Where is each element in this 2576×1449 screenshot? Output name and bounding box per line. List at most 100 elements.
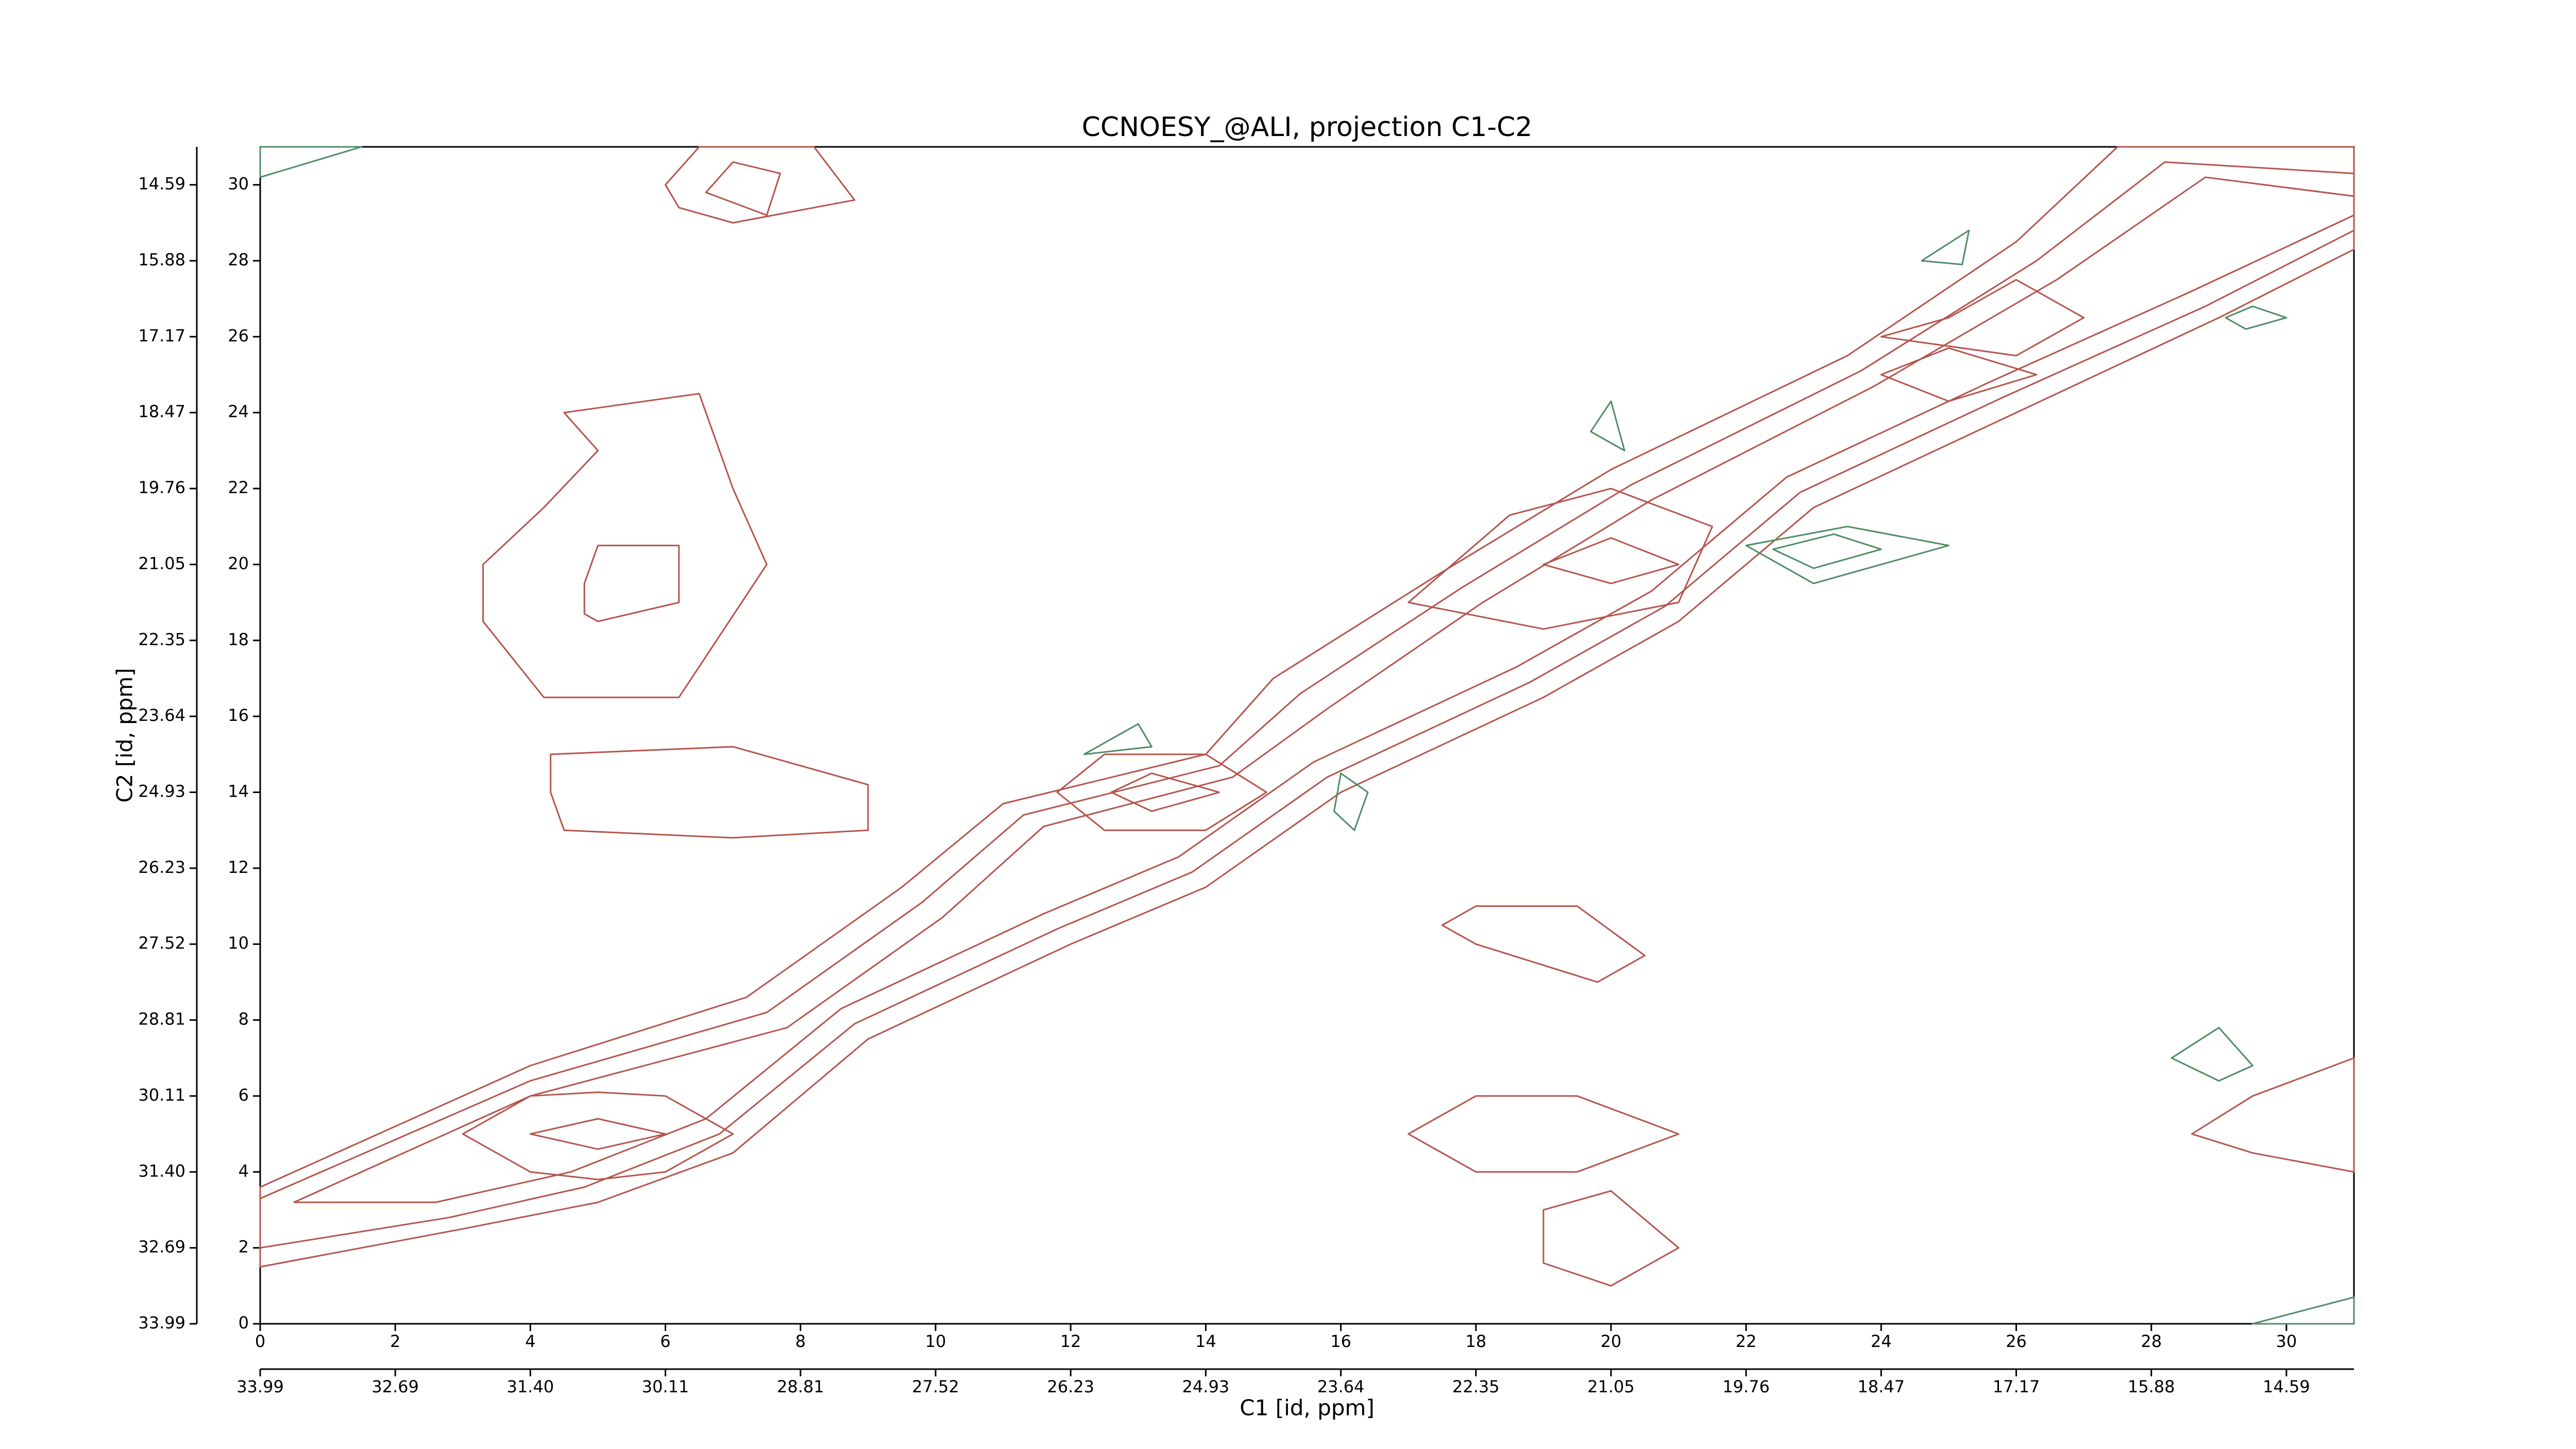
y-tick-label: 30 (228, 174, 249, 194)
x-tick-label: 14 (1195, 1332, 1216, 1351)
x-tick-label: 20 (1601, 1332, 1622, 1351)
y2-tick-label: 17.17 (138, 326, 185, 345)
contour-line (1408, 1095, 1680, 1173)
x-axis-label: C1 [id, ppm] (1240, 1395, 1374, 1421)
contour-line (482, 393, 768, 698)
y-tick-label: 24 (228, 402, 249, 422)
y2-tick-label: 28.81 (138, 1009, 185, 1029)
x-tick-label: 28 (2141, 1332, 2162, 1351)
contour-line (1408, 487, 1714, 630)
x-tick-label: 30 (2276, 1332, 2297, 1351)
x-tick-label: 26 (2006, 1332, 2027, 1351)
y-tick-label: 8 (239, 1009, 249, 1029)
contour-line (1110, 772, 1221, 812)
y-tick-label: 6 (239, 1085, 249, 1105)
y2-tick-label: 26.23 (138, 857, 185, 877)
x2-tick-label: 30.11 (642, 1377, 689, 1396)
y-tick-label: 20 (228, 553, 249, 573)
x2-tick-label: 15.88 (2128, 1377, 2175, 1396)
y2-tick-label: 30.11 (138, 1085, 185, 1105)
contour-line (583, 545, 680, 622)
y2-tick-label: 18.47 (138, 402, 185, 422)
contour-line (705, 161, 781, 216)
contour-line (462, 1091, 734, 1181)
contour-line (259, 161, 2355, 1249)
x2-tick-label: 24.93 (1182, 1377, 1230, 1396)
x2-tick-label: 28.81 (777, 1377, 824, 1396)
y-tick-label: 26 (228, 326, 249, 345)
y2-tick-label: 23.64 (138, 705, 185, 725)
contour-line (2171, 1026, 2253, 1082)
x-tick-label: 2 (390, 1332, 400, 1351)
y2-tick-label: 15.88 (138, 250, 185, 269)
y-tick-label: 18 (228, 630, 249, 649)
x2-tick-label: 21.05 (1587, 1377, 1635, 1396)
contour-line (665, 146, 856, 224)
contour-line (1921, 229, 1970, 265)
y2-tick-label: 21.05 (138, 553, 185, 573)
chart-title: CCNOESY_@ALI, projection C1-C2 (1082, 112, 1533, 143)
x-tick-label: 6 (660, 1332, 670, 1351)
y-tick-label: 14 (228, 782, 249, 801)
contour-line (293, 176, 2355, 1203)
contour-line (2191, 1057, 2355, 1173)
x-tick-label: 4 (525, 1332, 535, 1351)
contour-line (1441, 905, 1646, 983)
contour-line (1056, 753, 1267, 831)
contour-line (1083, 723, 1153, 755)
y2-tick-label: 27.52 (138, 933, 185, 953)
y2-tick-label: 31.40 (138, 1161, 185, 1181)
x-tick-label: 0 (255, 1332, 265, 1351)
y-tick-label: 16 (228, 705, 249, 725)
y-tick-label: 4 (239, 1161, 249, 1181)
x2-tick-label: 31.40 (507, 1377, 554, 1396)
plot-frame (259, 146, 2355, 1325)
x-tick-label: 16 (1330, 1332, 1351, 1351)
y2-tick-label: 32.69 (138, 1237, 185, 1257)
x2-tick-label: 22.35 (1452, 1377, 1500, 1396)
y2-tick-label: 14.59 (138, 174, 185, 194)
y2-tick-label: 33.99 (138, 1313, 185, 1333)
y-axis-label: C2 [id, ppm] (112, 668, 138, 802)
x-tick-label: 18 (1465, 1332, 1486, 1351)
x2-tick-label: 26.23 (1047, 1377, 1094, 1396)
x2-tick-label: 33.99 (236, 1377, 284, 1396)
y2-tick-label: 24.93 (138, 782, 185, 801)
contour-line (550, 746, 869, 839)
x-tick-label: 10 (925, 1332, 946, 1351)
x2-tick-label: 23.64 (1317, 1377, 1365, 1396)
contour-line (1333, 772, 1369, 831)
x2-tick-label: 18.47 (1858, 1377, 1905, 1396)
contour-line (259, 146, 2355, 1268)
contour-line (1880, 279, 2085, 357)
contour-line (1745, 526, 1950, 584)
y-tick-label: 12 (228, 857, 249, 877)
y-tick-label: 0 (239, 1313, 249, 1333)
x-tick-label: 8 (795, 1332, 806, 1351)
x-tick-label: 22 (1736, 1332, 1757, 1351)
x2-tick-label: 32.69 (371, 1377, 419, 1396)
contour-line (1880, 347, 2038, 402)
y-tick-label: 10 (228, 933, 249, 953)
contour-line (529, 1118, 667, 1150)
x-tick-label: 12 (1060, 1332, 1081, 1351)
x-tick-label: 24 (1871, 1332, 1892, 1351)
y-tick-label: 28 (228, 250, 249, 269)
y-tick-label: 2 (239, 1237, 249, 1257)
contour-line (1772, 533, 1882, 569)
contour-line (1543, 537, 1680, 584)
contour-line (2251, 1296, 2355, 1325)
y2-tick-label: 19.76 (138, 478, 185, 497)
x2-tick-label: 19.76 (1722, 1377, 1770, 1396)
y2-tick-label: 22.35 (138, 630, 185, 649)
x2-tick-label: 27.52 (912, 1377, 959, 1396)
contour-line (1590, 400, 1625, 451)
y-tick-label: 22 (228, 478, 249, 497)
x2-tick-label: 14.59 (2263, 1377, 2310, 1396)
contour-line (259, 146, 363, 178)
x2-tick-label: 17.17 (1993, 1377, 2040, 1396)
contour-line (1543, 1190, 1680, 1287)
contour-line (2225, 305, 2287, 330)
